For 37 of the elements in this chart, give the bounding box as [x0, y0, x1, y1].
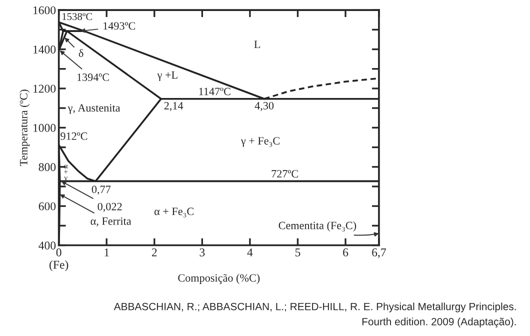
y-tick-label: 400	[38, 242, 56, 250]
x-tick-label: 5	[295, 248, 300, 256]
annotation: γ, Austenita	[68, 104, 120, 114]
annotation: 1147ºC	[199, 88, 230, 96]
annotation: α + Fe₃C	[154, 208, 194, 218]
x-tick-label: 0 (Fe)	[50, 248, 68, 272]
y-tick-label: 1400	[33, 46, 56, 54]
annotation: 4,30	[254, 102, 274, 112]
y-tick-label: 1000	[33, 124, 56, 132]
x-tick-label: 6,7	[372, 248, 386, 258]
annotation: 2,14	[164, 102, 184, 112]
annotation: 1538ºC	[62, 13, 92, 20]
y-axis-title: Temperatura (ºC)	[20, 90, 30, 166]
text: Fourth edition. 2009 (Adaptação).	[362, 318, 516, 328]
x-axis-title: Composição (%C)	[178, 274, 260, 284]
x-tick-label: 6	[343, 248, 348, 256]
annotation: 1394ºC	[77, 74, 109, 82]
y-tick-label: 800	[38, 163, 56, 172]
annotation: 912ºC	[60, 132, 88, 140]
annotation: 727ºC	[272, 170, 298, 178]
y-tick-label: 1600	[33, 6, 56, 14]
annotation: α, Ferrita	[90, 217, 132, 226]
x-tick-label: 3	[200, 248, 205, 256]
y-tick-label: 600	[38, 202, 56, 210]
annotation: 0,022	[98, 202, 122, 212]
x-tick-label: 4	[247, 248, 253, 256]
annotation: γ +L	[157, 71, 178, 81]
annotation: γ + Fe₃C	[240, 137, 280, 147]
annotation: L	[254, 40, 260, 48]
annotation: 0,77	[92, 186, 111, 195]
annotation: δ	[78, 49, 84, 57]
text: ABBASCHIAN, R.; ABBASCHIAN, L.; REED-HILL, R. E. Physical Metallurgy Principles.	[114, 302, 516, 312]
y-tick-label: 1200	[33, 84, 56, 93]
annotation: 1493ºC	[104, 22, 136, 30]
annotation: Cementita (Fe₃C)	[278, 221, 356, 232]
x-tick-label: 2	[152, 248, 157, 256]
x-tick-label: 1	[104, 248, 109, 256]
